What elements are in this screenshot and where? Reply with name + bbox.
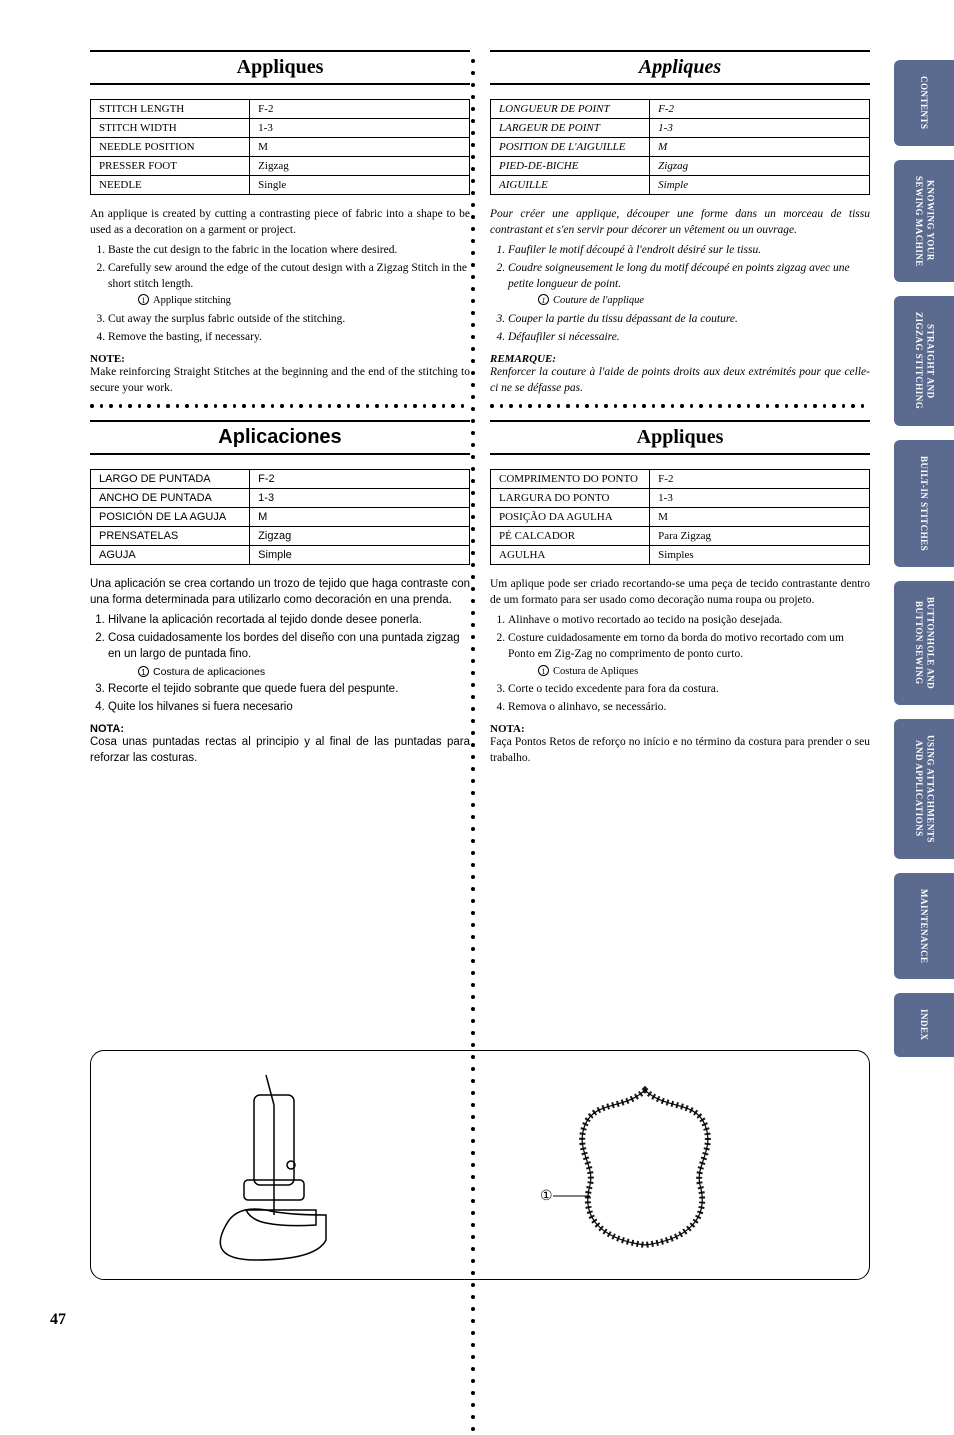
intro-pt: Um aplique pode ser criado recortando-se… — [490, 577, 870, 608]
steps-es: Hilvane la aplicación recortada al tejid… — [90, 612, 470, 715]
horizontal-dots-en — [90, 404, 470, 408]
note-fr: Renforcer la couture à l'aide de points … — [490, 365, 870, 396]
tab-straight[interactable]: STRAIGHT ANDZIGZAG STITCHING — [894, 296, 954, 425]
page-number: 47 — [50, 1311, 66, 1329]
settings-table-pt: COMPRIMENTO DO PONTOF-2 LARGURA DO PONTO… — [490, 469, 870, 565]
tab-contents[interactable]: CONTENTS — [894, 60, 954, 146]
tab-index[interactable]: INDEX — [894, 993, 954, 1057]
note-en: Make reinforcing Straight Stitches at th… — [90, 365, 470, 396]
note-label-es: NOTA: — [90, 723, 470, 735]
note-label-fr: REMARQUE: — [490, 353, 870, 365]
tab-builtin[interactable]: BUILT-IN STITCHES — [894, 440, 954, 567]
tulip-applique-icon: ① — [495, 1070, 795, 1260]
intro-fr: Pour créer une applique, découper une fo… — [490, 207, 870, 238]
title-pt: Appliques — [490, 420, 870, 455]
illustration-panel: ① — [90, 1050, 870, 1280]
title-es: Aplicaciones — [90, 420, 470, 455]
note-es: Cosa unas puntadas rectas al principio y… — [90, 735, 470, 766]
steps-en: Baste the cut design to the fabric in th… — [90, 242, 470, 345]
svg-text:①: ① — [540, 1189, 553, 1204]
steps-fr: Faufiler le motif découpé à l'endroit dé… — [490, 242, 870, 345]
intro-en: An applique is created by cutting a cont… — [90, 207, 470, 238]
presser-foot-icon — [166, 1065, 386, 1265]
settings-table-en: STITCH LENGTHF-2 STITCH WIDTH1-3 NEEDLE … — [90, 99, 470, 195]
note-label-pt: NOTA: — [490, 723, 870, 735]
title-fr: Appliques — [490, 50, 870, 85]
note-label-en: NOTE: — [90, 353, 470, 365]
intro-es: Una aplicación se crea cortando un trozo… — [90, 577, 470, 608]
title-en: Appliques — [90, 50, 470, 85]
tab-knowing[interactable]: KNOWING YOURSEWING MACHINE — [894, 160, 954, 283]
horizontal-dots-fr — [490, 404, 870, 408]
tab-attachments[interactable]: USING ATTACHMENTSAND APPLICATIONS — [894, 719, 954, 859]
settings-table-fr: LONGUEUR DE POINTF-2 LARGEUR DE POINT1-3… — [490, 99, 870, 195]
sidebar-tabs: CONTENTS KNOWING YOURSEWING MACHINE STRA… — [894, 60, 954, 1057]
tab-maintenance[interactable]: MAINTENANCE — [894, 873, 954, 980]
steps-pt: Alinhave o motivo recortado ao tecido na… — [490, 612, 870, 715]
note-pt: Faça Pontos Retos de reforço no início e… — [490, 735, 870, 766]
tab-buttonhole[interactable]: BUTTONHOLE ANDBUTTON SEWING — [894, 581, 954, 705]
settings-table-es: LARGO DE PUNTADAF-2 ANCHO DE PUNTADA1-3 … — [90, 469, 470, 565]
